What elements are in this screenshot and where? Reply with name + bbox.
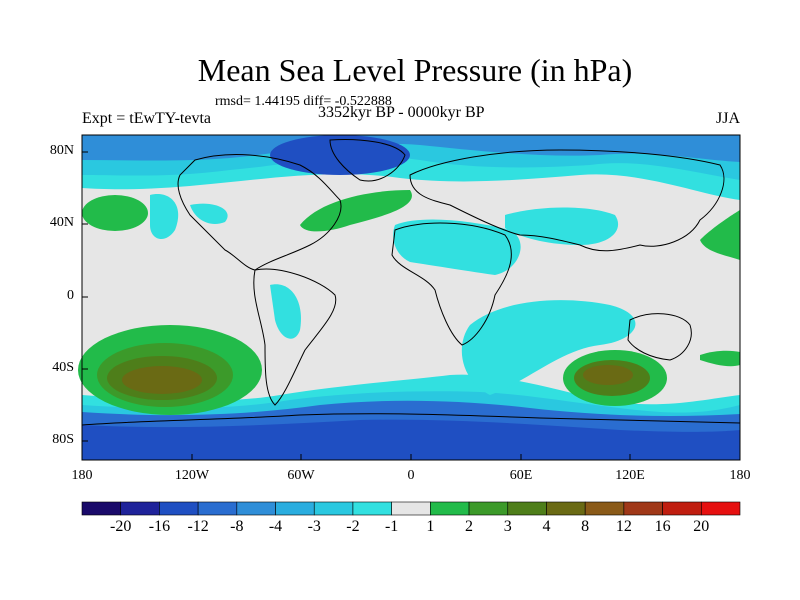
antarctica-outline [81, 413, 741, 426]
east-pacific-high [700, 350, 740, 367]
north-atlantic-high [300, 190, 412, 232]
lat-label: 80S [52, 432, 74, 447]
colorbar-label: 1 [426, 518, 435, 535]
lon-label: 180 [729, 468, 751, 483]
colorbar-swatch [468, 501, 509, 516]
colorbar-swatch [81, 501, 122, 516]
lon-label: 180 [71, 468, 93, 483]
nw-pacific-high [700, 210, 740, 260]
colorbar-label: 2 [465, 518, 474, 535]
colorbar-swatch [352, 501, 392, 516]
nw-atlantic-anomaly [150, 194, 179, 240]
lat-label: 40S [52, 360, 74, 375]
colorbar [81, 501, 741, 516]
colorbar-swatch [275, 501, 315, 516]
period-label: 3352kyr BP - 0000kyr BP [318, 104, 485, 121]
north-pacific-high [82, 195, 148, 231]
australia-outline [627, 313, 692, 361]
coastlines [81, 139, 741, 426]
greenland-outline [329, 139, 406, 182]
colorbar-label: 4 [542, 518, 551, 535]
africa-outline [391, 222, 512, 346]
southern-ocean-core [82, 419, 740, 460]
colorbar-swatch [623, 501, 663, 516]
experiment-label: Expt = tEwTY-tevta [82, 110, 211, 127]
colorbar-swatch [584, 501, 625, 516]
colorbar-swatch [159, 501, 199, 516]
colorbar-label: -2 [346, 518, 360, 535]
colorbar-label: 8 [581, 518, 590, 535]
colorbar-swatch [197, 501, 238, 516]
north-america-outline [177, 154, 342, 271]
south-atlantic-anomaly [270, 284, 301, 339]
lon-label: 120W [174, 468, 210, 483]
colorbar-swatch [430, 501, 470, 516]
colorbar-swatch [120, 501, 160, 516]
colorbar-label: -3 [307, 518, 321, 535]
north-africa-anomaly [393, 219, 521, 275]
map-title: Mean Sea Level Pressure (in hPa) [197, 52, 633, 88]
colorbar-label: -8 [230, 518, 244, 535]
colorbar-label: -12 [187, 518, 209, 535]
lon-label: 120E [615, 468, 645, 483]
indian-ocean-anomaly [461, 300, 636, 395]
south-pacific-high-core [122, 366, 202, 394]
colorbar-swatch [662, 501, 702, 516]
eurasia-outline [409, 149, 725, 252]
colorbar-label: -20 [110, 518, 132, 535]
colorbar-swatch [507, 501, 547, 516]
season-label: JJA [715, 110, 740, 127]
south-america-outline [253, 268, 337, 406]
colorbar-swatch [313, 501, 354, 516]
colorbar-label: 20 [693, 518, 710, 535]
lat-label: 40N [49, 215, 74, 230]
map-plot [78, 134, 741, 461]
lon-label: 60E [509, 468, 533, 483]
greenland-low [270, 135, 410, 175]
colorbar-label: 12 [615, 518, 632, 535]
lat-label: 0 [67, 288, 74, 303]
lon-label: 0 [407, 468, 415, 483]
colorbar-label: 3 [503, 518, 512, 535]
lat-label: 80N [49, 143, 74, 158]
colorbar-swatch [700, 501, 741, 516]
colorbar-label: -16 [148, 518, 171, 535]
colorbar-label: -4 [268, 518, 283, 535]
axis-ticks [81, 151, 741, 460]
colorbar-swatch [391, 501, 431, 516]
lon-label: 60W [287, 468, 315, 483]
colorbar-label: 16 [654, 518, 671, 535]
south-indian-high-core [583, 365, 633, 385]
colorbar-swatch [236, 501, 276, 516]
stats-label: rmsd= 1.44195 diff= -0.522888 [215, 94, 392, 109]
mid-atlantic-anomaly [190, 203, 228, 225]
colorbar-label: -1 [384, 518, 399, 535]
colorbar-swatch [546, 501, 586, 516]
